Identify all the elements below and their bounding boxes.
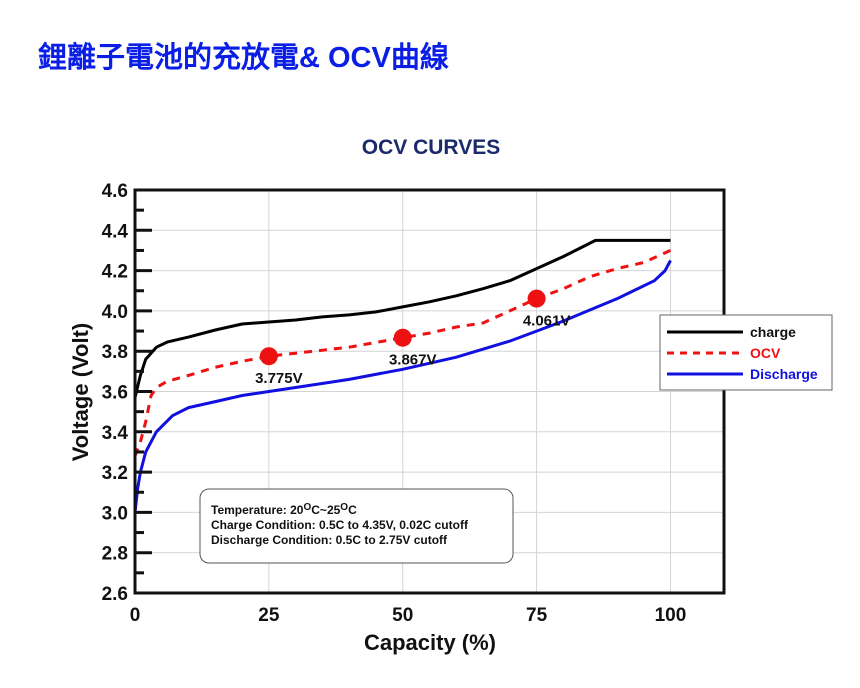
x-tick-label: 0 [130, 605, 141, 626]
legend-label-charge: charge [750, 324, 796, 340]
annotation-box: Temperature: 20OC~25OC Charge Condition:… [199, 488, 514, 564]
y-tick-label: 3.0 [102, 503, 128, 524]
ocv-marker-label: 3.867V [389, 352, 437, 369]
axis-ticks: 0 25 50 75 100 2.6 2.8 3.0 3.2 3.4 3.6 3.8 4.0 4.2 4.4… [102, 181, 687, 626]
series-lines [133, 238, 672, 513]
x-tick-label: 25 [258, 605, 280, 626]
x-axis-label: Capacity (%) [364, 630, 496, 655]
annotation-charge: Charge Condition: 0.5C to 4.35V, 0.02C c… [211, 518, 469, 532]
y-tick-label: 4.0 [102, 302, 128, 323]
page-title: 鋰離子電池的充放電& OCV曲線 [38, 42, 449, 74]
y-tick-label: 2.8 [102, 544, 128, 565]
ocv-marker [259, 347, 278, 366]
x-tick-label: 100 [655, 605, 687, 626]
y-tick-label: 3.8 [102, 342, 128, 363]
annotation-discharge: Discharge Condition: 0.5C to 2.75V cutof… [211, 533, 448, 547]
annotation-temperature: Temperature: 20OC~25OC [211, 502, 357, 517]
legend-label-ocv: OCV [750, 345, 781, 361]
y-axis-label: Voltage (Volt) [68, 323, 93, 462]
series-line-ocv [133, 249, 672, 457]
y-tick-label: 4.2 [102, 262, 128, 283]
y-tick-label: 3.2 [102, 463, 128, 484]
chart-title: OCV CURVES [362, 136, 500, 159]
x-tick-label: 50 [392, 605, 413, 626]
y-tick-label: 2.6 [102, 584, 128, 605]
y-tick-label: 3.4 [102, 423, 129, 444]
x-tick-label: 75 [526, 605, 548, 626]
series-line-charge [133, 238, 671, 398]
y-tick-label: 3.6 [102, 383, 128, 404]
ocv-marker [393, 328, 412, 347]
y-tick-label: 4.6 [102, 181, 128, 202]
ocv-marker-label: 3.775V [255, 370, 303, 387]
ocv-marker-label: 4.061V [523, 313, 571, 330]
ocv-marker [527, 289, 546, 308]
legend: charge OCV Discharge [659, 314, 833, 391]
series-line-discharge [133, 259, 672, 513]
legend-label-discharge: Discharge [750, 366, 818, 382]
y-tick-label: 4.4 [102, 221, 129, 242]
markers: 3.775V 3.867V 4.061V [255, 289, 571, 387]
